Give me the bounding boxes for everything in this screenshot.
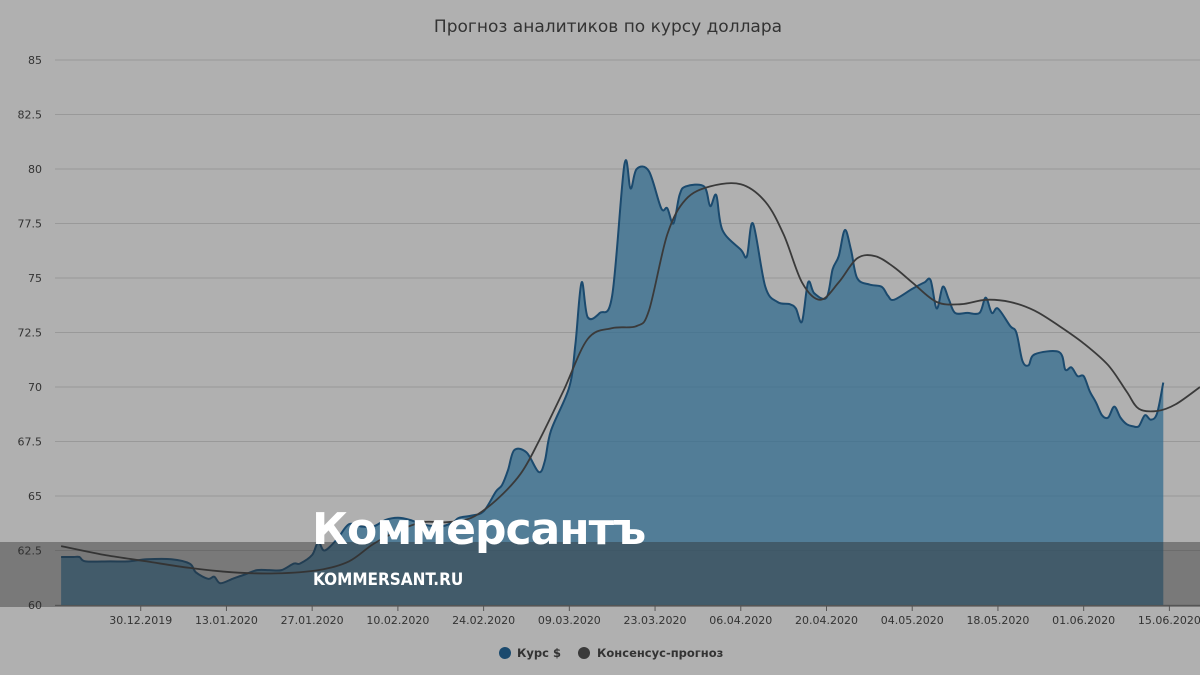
watermark: Коммерсантъ KOMMERSANT.RU (0, 504, 1200, 607)
x-tick-label: 13.01.2020 (195, 614, 258, 627)
x-tick-label: 09.03.2020 (538, 614, 601, 627)
series-consensus-line (60, 182, 1200, 575)
legend[interactable]: Курс $ Консенсус-прогноз (499, 646, 723, 660)
series-rate-line (61, 159, 1165, 585)
x-tick-label: 24.02.2020 (452, 614, 515, 627)
legend-item-rate[interactable]: Курс $ (499, 646, 561, 660)
y-tick-label: 85 (28, 54, 42, 67)
y-tick-label: 67.5 (18, 436, 43, 449)
x-tick-label: 20.04.2020 (795, 614, 858, 627)
y-tick-label: 65 (28, 490, 42, 503)
legend-item-consensus[interactable]: Консенсус-прогноз (578, 646, 723, 660)
x-tick-label: 04.05.2020 (881, 614, 944, 627)
watermark-site: KOMMERSANT.RU (313, 570, 463, 590)
x-tick-label: 15.06.2020 (1138, 614, 1200, 627)
y-tick-label: 82.5 (18, 109, 43, 122)
x-tick-label: 23.03.2020 (624, 614, 687, 627)
x-tick-label: 06.04.2020 (709, 614, 772, 627)
legend-label-rate: Курс $ (517, 646, 561, 660)
x-tick-label: 10.02.2020 (366, 614, 429, 627)
series-rate-area (61, 160, 1164, 605)
legend-marker-rate (499, 647, 511, 659)
y-tick-label: 75 (28, 272, 42, 285)
watermark-brand: Коммерсантъ (312, 504, 645, 555)
x-tick-label: 30.12.2019 (109, 614, 172, 627)
y-tick-label: 72.5 (18, 327, 43, 340)
y-tick-label: 80 (28, 163, 42, 176)
y-tick-label: 77.5 (18, 218, 43, 231)
watermark-band (0, 542, 1200, 607)
x-tick-label: 27.01.2020 (281, 614, 344, 627)
plot-area (60, 159, 1200, 605)
chart-title: Прогноз аналитиков по курсу доллара (434, 17, 782, 37)
legend-label-consensus: Консенсус-прогноз (597, 646, 723, 660)
y-tick-label: 60 (28, 599, 42, 612)
y-tick-label: 62.5 (18, 545, 43, 558)
x-tick-label: 01.06.2020 (1052, 614, 1115, 627)
y-tick-label: 70 (28, 381, 42, 394)
x-tick-label: 18.05.2020 (966, 614, 1029, 627)
x-axis: 30.12.2019 13.01.2020 27.01.2020 10.02.2020… (55, 605, 1200, 627)
legend-marker-consensus (578, 647, 590, 659)
y-axis: 60 62.5 65 67.5 70 72.5 75 77.5 80 82.5 85 (18, 54, 43, 612)
